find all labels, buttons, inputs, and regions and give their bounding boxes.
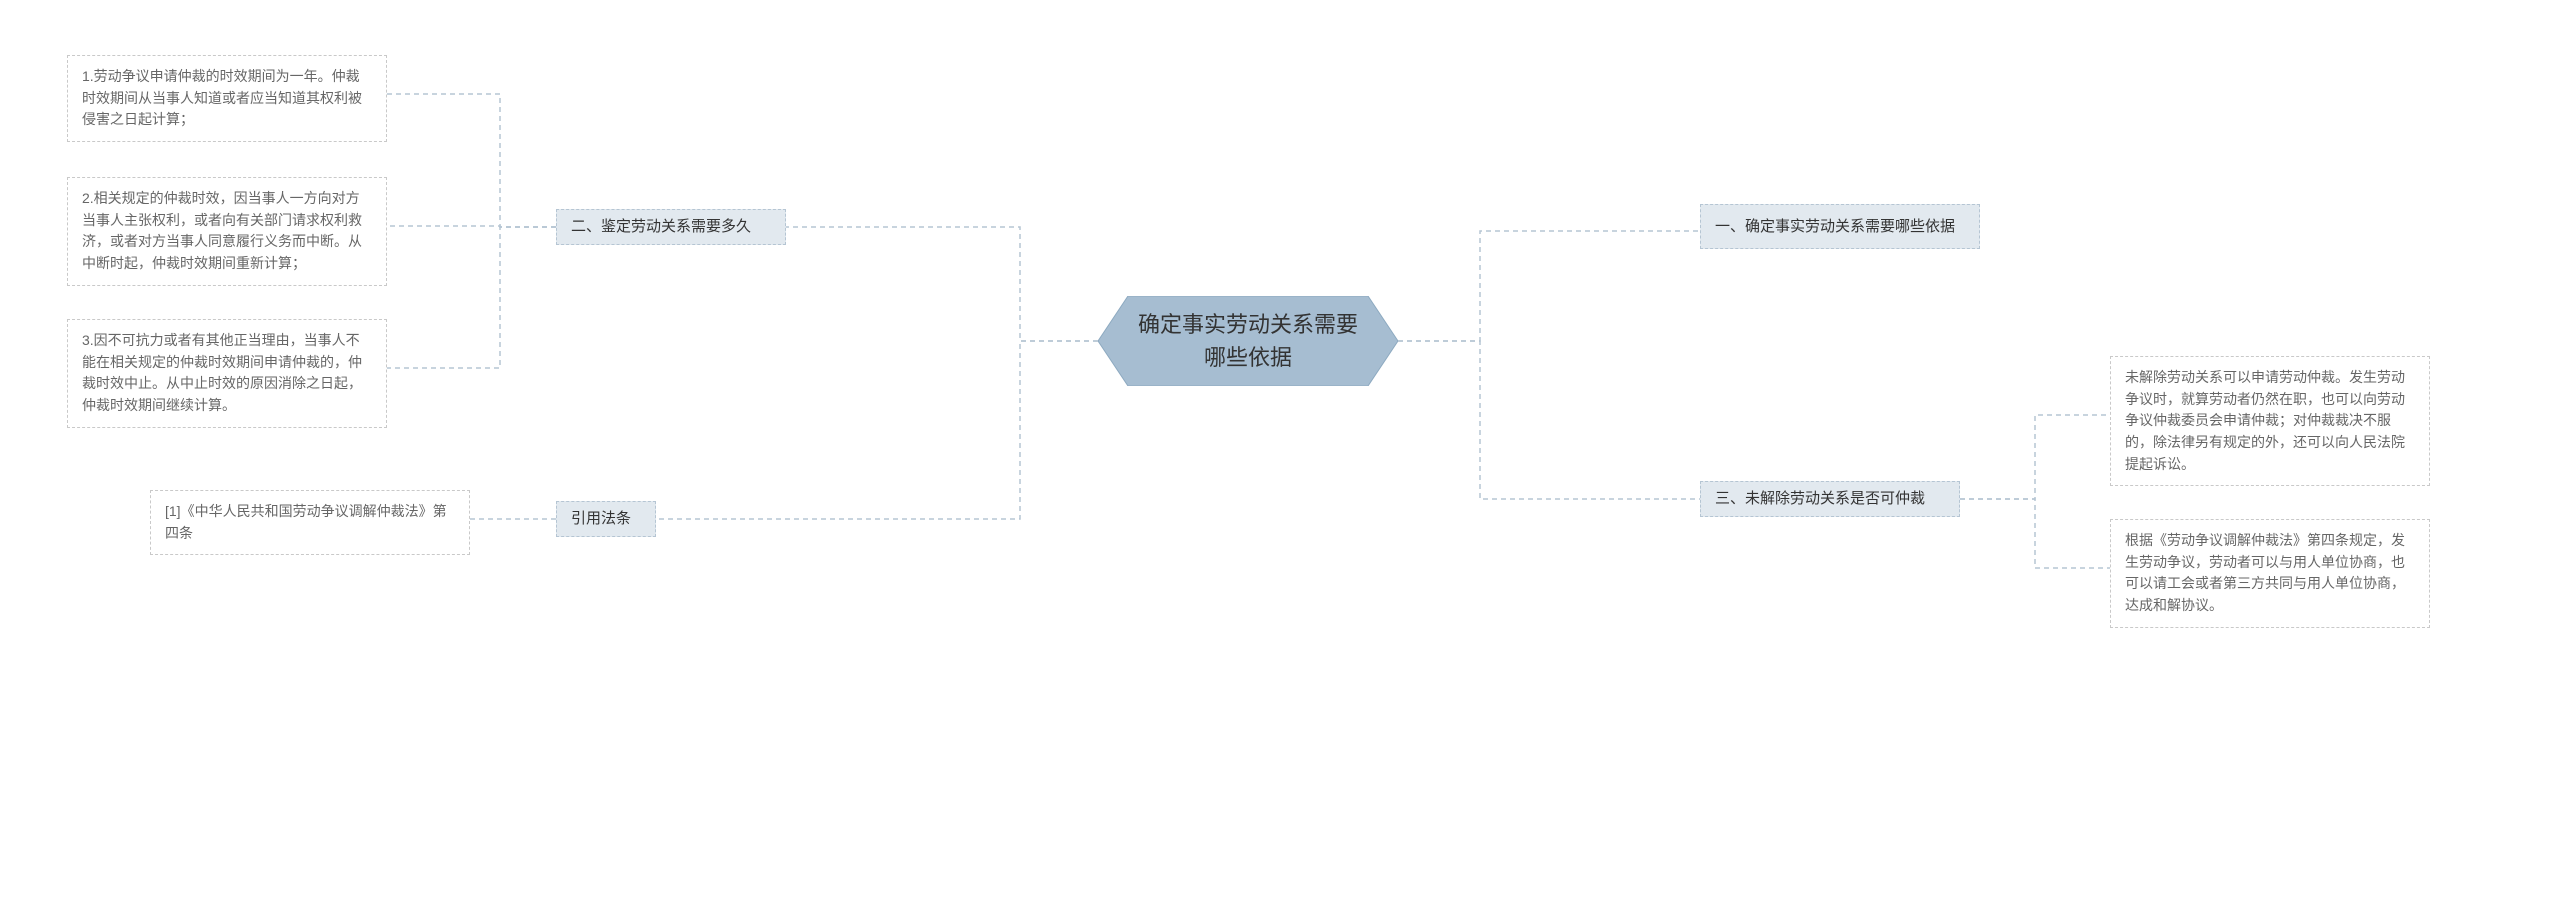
branch-3-leaf-2-text: 根据《劳动争议调解仲裁法》第四条规定，发生劳动争议，劳动者可以与用人单位协商，也…: [2125, 532, 2405, 613]
branch-3: 三、未解除劳动关系是否可仲裁: [1700, 481, 1960, 517]
branch-2-leaf-1-text: 1.劳动争议申请仲裁的时效期间为一年。仲裁时效期间从当事人知道或者应当知道其权利…: [82, 68, 362, 127]
branch-cite-label: 引用法条: [571, 507, 631, 530]
center-node: 确定事实劳动关系需要哪些依据: [1098, 296, 1398, 386]
branch-2-leaf-3-text: 3.因不可抗力或者有其他正当理由，当事人不能在相关规定的仲裁时效期间申请仲裁的，…: [82, 332, 362, 413]
branch-2-leaf-2: 2.相关规定的仲裁时效，因当事人一方向对方当事人主张权利，或者向有关部门请求权利…: [67, 177, 387, 286]
branch-2-leaf-1: 1.劳动争议申请仲裁的时效期间为一年。仲裁时效期间从当事人知道或者应当知道其权利…: [67, 55, 387, 142]
branch-3-leaf-1-text: 未解除劳动关系可以申请劳动仲裁。发生劳动争议时，就算劳动者仍然在职，也可以向劳动…: [2125, 369, 2405, 472]
branch-1-label: 一、确定事实劳动关系需要哪些依据: [1715, 218, 1955, 235]
branch-2-leaf-3: 3.因不可抗力或者有其他正当理由，当事人不能在相关规定的仲裁时效期间申请仲裁的，…: [67, 319, 387, 428]
branch-cite: 引用法条: [556, 501, 656, 537]
branch-2-leaf-2-text: 2.相关规定的仲裁时效，因当事人一方向对方当事人主张权利，或者向有关部门请求权利…: [82, 190, 362, 271]
branch-3-leaf-2: 根据《劳动争议调解仲裁法》第四条规定，发生劳动争议，劳动者可以与用人单位协商，也…: [2110, 519, 2430, 628]
branch-cite-leaf-1-text: [1]《中华人民共和国劳动争议调解仲裁法》第四条: [165, 503, 447, 541]
branch-1: 一、确定事实劳动关系需要哪些依据: [1700, 204, 1980, 249]
branch-2-label: 二、鉴定劳动关系需要多久: [571, 215, 751, 238]
branch-cite-leaf-1: [1]《中华人民共和国劳动争议调解仲裁法》第四条: [150, 490, 470, 555]
branch-3-leaf-1: 未解除劳动关系可以申请劳动仲裁。发生劳动争议时，就算劳动者仍然在职，也可以向劳动…: [2110, 356, 2430, 486]
branch-3-label: 三、未解除劳动关系是否可仲裁: [1715, 487, 1925, 510]
branch-2: 二、鉴定劳动关系需要多久: [556, 209, 786, 245]
center-node-text: 确定事实劳动关系需要哪些依据: [1128, 308, 1368, 374]
